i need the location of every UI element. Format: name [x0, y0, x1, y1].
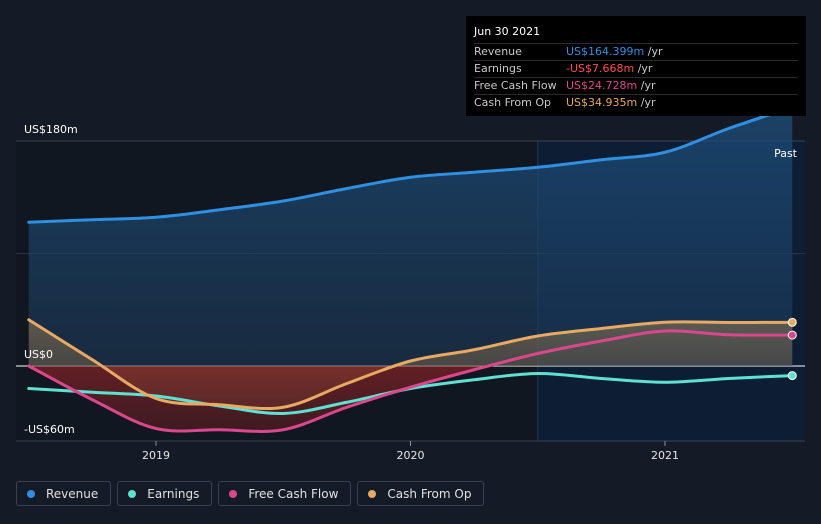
tooltip-date: Jun 30 2021 [474, 25, 541, 38]
tooltip-row-value: -US$7.668m [566, 62, 635, 75]
legend-dot-icon [128, 489, 137, 498]
negative-area [28, 366, 793, 432]
legend-label: Earnings [147, 486, 200, 501]
legend-dot-icon [368, 489, 377, 498]
y-label-zero: US$0 [24, 348, 53, 361]
legend-dot-icon [229, 489, 238, 498]
x-tick-label: 2019 [142, 449, 170, 462]
x-tick-label: 2020 [397, 449, 425, 462]
legend-label: Cash From Op [387, 486, 472, 501]
tooltip-row-label: Cash From Op [474, 96, 552, 109]
tooltip-row-revenue: Revenue US$164.399m /yr [474, 43, 798, 60]
x-tick-label: 2021 [651, 449, 679, 462]
tooltip-row-value: US$24.728m [566, 79, 638, 92]
tooltip-row-label: Revenue [474, 45, 522, 58]
tooltip-row-unit: /yr [647, 45, 663, 58]
legend-item-cash-from-op[interactable]: Cash From Op [357, 481, 485, 506]
legend-item-free-cash-flow[interactable]: Free Cash Flow [218, 481, 352, 506]
x-axis: 2019 2020 2021 [142, 441, 679, 462]
earnings-end-point [787, 371, 797, 381]
tooltip-row-unit: /yr [637, 62, 653, 75]
legend-item-revenue[interactable]: Revenue [16, 481, 112, 506]
tooltip-row-unit: /yr [640, 96, 656, 109]
tooltip-row-label: Earnings [474, 62, 522, 75]
legend-label: Free Cash Flow [248, 486, 339, 501]
revenue-line [27, 105, 794, 224]
tooltip-row-label: Free Cash Flow [474, 79, 557, 92]
tooltip-row-free-cash-flow: Free Cash Flow US$24.728m /yr [474, 77, 798, 94]
cfo-end-point [787, 317, 797, 327]
y-label-bottom: -US$60m [24, 423, 75, 436]
revenue-area [28, 107, 793, 366]
legend-dot-icon [27, 489, 35, 498]
legend: Revenue Earnings Free Cash Flow Cash Fro… [16, 481, 485, 508]
tooltip: Jun 30 2021 Revenue US$164.399m /yr Earn… [466, 16, 806, 116]
tooltip-row-earnings: Earnings -US$7.668m /yr [474, 60, 798, 77]
tooltip-row-value: US$164.399m [566, 45, 645, 58]
fcf-end-point [787, 330, 797, 340]
past-label: Past [774, 147, 798, 160]
tooltip-row-unit: /yr [640, 79, 656, 92]
y-label-top: US$180m [24, 123, 78, 136]
tooltip-row-value: US$34.935m [566, 96, 638, 109]
legend-item-earnings[interactable]: Earnings [117, 481, 213, 506]
fcf-line [27, 329, 794, 433]
cfo-line [27, 318, 794, 411]
series-lines [27, 105, 794, 433]
tooltip-row-cash-from-op: Cash From Op US$34.935m /yr [474, 94, 798, 111]
legend-label: Revenue [46, 486, 99, 501]
